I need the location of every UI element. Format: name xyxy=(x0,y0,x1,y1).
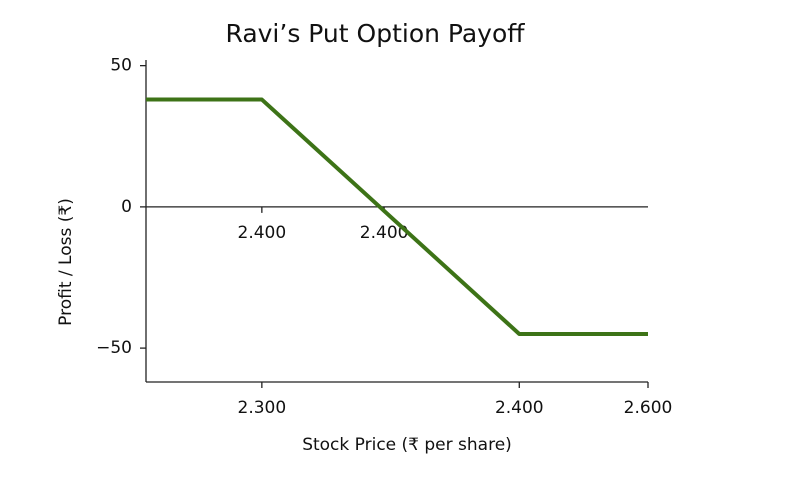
chart-title: Ravi’s Put Option Payoff xyxy=(226,19,526,48)
annotation: 2.400 xyxy=(238,223,287,243)
x-tick-label: 2.300 xyxy=(238,398,287,418)
y-tick-label: 50 xyxy=(110,56,132,76)
y-tick-label: 0 xyxy=(121,197,132,217)
x-tick-label: 2.600 xyxy=(624,398,673,418)
y-axis-label: Profit / Loss (₹) xyxy=(56,198,76,326)
annotation: 2.400 xyxy=(360,223,409,243)
y-tick-label: −50 xyxy=(96,338,132,358)
payoff-line xyxy=(146,97,648,336)
x-axis-label: Stock Price (₹ per share) xyxy=(302,435,512,455)
x-tick-label: 2.400 xyxy=(495,398,544,418)
